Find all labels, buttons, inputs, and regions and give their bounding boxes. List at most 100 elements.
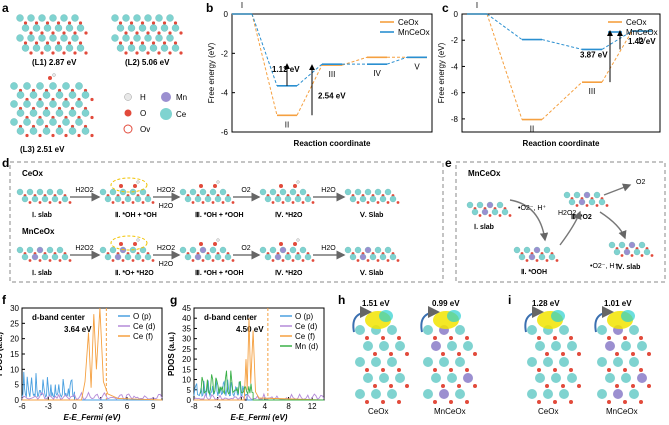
ce-atom (133, 34, 141, 42)
y-axis-label: Free energy (eV) (437, 42, 446, 103)
ce-atom (573, 191, 581, 199)
panel-h-content (352, 306, 477, 404)
o-atom (595, 204, 599, 207)
ce-atom (379, 253, 387, 261)
step-label-1-4: Ⅴ. Slab (359, 269, 383, 277)
y-tick-label: -4 (451, 62, 459, 71)
o-atom (647, 352, 651, 356)
ce-atom (55, 91, 64, 99)
mn-atom (31, 253, 39, 261)
ce-atom (65, 24, 74, 32)
o-atom (56, 21, 61, 25)
state-label-IV: IV (638, 36, 646, 45)
step-label-0-0: Ⅰ. slab (32, 211, 52, 219)
o-atom (396, 259, 400, 262)
metal-atom (629, 357, 639, 367)
o-atom (365, 336, 369, 340)
o-atom (58, 259, 62, 262)
o-atom (151, 201, 155, 204)
metal-atom (597, 357, 607, 367)
legend-label-CeOx: CeOx (626, 18, 646, 27)
o-atom (356, 201, 360, 204)
ce-atom (27, 34, 35, 42)
reagent-label: O2 (241, 187, 250, 194)
slab-1-4 (344, 246, 400, 262)
y-tick-label: 20 (182, 355, 191, 364)
adsorbate-h (296, 238, 300, 242)
curve-Ce (f) (194, 318, 325, 401)
adsorbate-o (199, 184, 203, 188)
curve-O (p) (193, 378, 324, 401)
ce-atom (155, 14, 163, 22)
o-atom (51, 31, 55, 35)
h-mnceo-name: MnCeOx (434, 407, 466, 416)
o-atom (173, 21, 178, 25)
ce-atom (284, 253, 292, 261)
step-label-0-1: Ⅱ. *OH + *OH (115, 211, 157, 219)
o-atom (553, 368, 557, 372)
y-tick-label: -2 (451, 36, 459, 45)
step-label-1-1: Ⅱ. *O+ *H2O (115, 269, 154, 277)
o-atom (381, 336, 385, 340)
mn-atom (114, 253, 122, 261)
ce-atom (189, 188, 197, 196)
y-tick-label: -8 (451, 115, 459, 124)
o-atom (70, 88, 75, 93)
o-atom (140, 41, 145, 45)
ce-atom (133, 14, 141, 22)
ce-atom (384, 246, 392, 254)
ce-atom (374, 246, 382, 254)
state-label-III: III (329, 70, 336, 79)
ce-atom (364, 188, 372, 196)
o-atom (48, 201, 52, 204)
o-atom (38, 133, 42, 138)
o-atom (201, 259, 205, 262)
charge-depletion (621, 310, 635, 322)
metal-atom (363, 341, 373, 351)
ce-atom (124, 195, 132, 203)
barrier-label-ceo: 2.54 eV (318, 92, 346, 101)
l3-energy: (L3) 2.51 eV (20, 145, 65, 154)
metal-atom (551, 373, 561, 383)
ce-atom (68, 127, 77, 135)
x-axis-label: Reaction coordinate (523, 139, 600, 148)
adsorbate-o (293, 242, 297, 246)
o-atom (40, 31, 44, 35)
material-1: MnCeOx (22, 227, 55, 236)
o-atom (64, 115, 68, 120)
ce-atom (304, 253, 312, 261)
connector-MnCeOx (486, 13, 523, 40)
o-atom (68, 259, 72, 262)
ce-atom (359, 195, 367, 203)
mn-atom (194, 253, 202, 261)
ce-atom (588, 198, 596, 206)
o-atom (31, 106, 36, 111)
o-atom (569, 336, 573, 340)
i-ceo-energy: 1.28 eV (532, 299, 560, 308)
ce-atom (299, 246, 307, 254)
o-atom (647, 384, 651, 388)
legend-label-Mn (d): Mn (d) (295, 342, 318, 351)
panel-g-label: g (170, 293, 177, 307)
ce-atom (36, 100, 44, 108)
o-atom (141, 259, 145, 262)
o-atom (545, 259, 549, 262)
ce-atom (55, 109, 64, 117)
mn-atom (528, 253, 536, 261)
connector-CeOx (296, 64, 323, 116)
y-tick-label: 30 (10, 304, 19, 313)
o-atom (151, 41, 156, 45)
ce-atom (179, 246, 187, 254)
o-atom (373, 384, 377, 388)
o-atom (62, 31, 66, 35)
ce-atom (46, 246, 54, 254)
o-atom (51, 133, 55, 138)
h-mnceo-energy: 0.99 eV (432, 299, 460, 308)
barrier-label-mnceo: 1.42 eV (628, 37, 656, 46)
x-tick-label: 0 (239, 402, 244, 411)
o-atom (376, 201, 380, 204)
step-label-0-3: Ⅳ. *H2O (275, 211, 303, 219)
o-atom (40, 51, 44, 55)
ce-atom (99, 188, 107, 196)
